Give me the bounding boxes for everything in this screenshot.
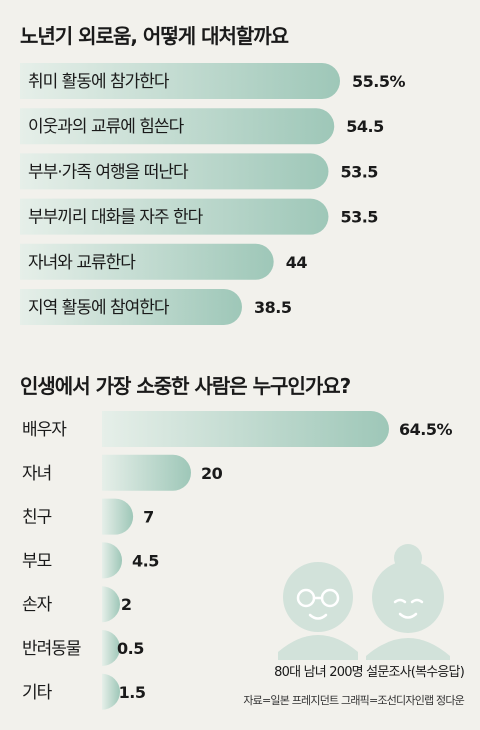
value-label: 38.5 (254, 298, 292, 317)
value-label: 53.5 (340, 208, 378, 227)
bar (20, 153, 329, 190)
chart2-title: 인생에서 가장 소중한 사람은 누구인가요? (20, 374, 351, 398)
category-label: 자녀와 교류한다 (28, 253, 136, 273)
bar (20, 108, 335, 145)
category-label: 배우자 (22, 420, 67, 440)
value-label: 7 (143, 508, 154, 527)
bar (102, 630, 120, 666)
category-label: 부부·가족 여행을 떠난다 (28, 162, 189, 182)
bar (20, 63, 340, 99)
bar (20, 243, 274, 280)
value-label: 0.5 (117, 639, 144, 658)
value-label: 1.5 (119, 683, 146, 702)
value-label: 53.5 (340, 162, 378, 181)
survey-note: 80대 남녀 200명 설문조사(복수응답) (274, 665, 465, 680)
category-label: 기타 (22, 683, 53, 703)
value-label: 4.5 (132, 551, 159, 570)
bar (102, 542, 123, 579)
elderly-couple-icon (278, 544, 450, 660)
category-label: 취미 활동에 참가한다 (28, 72, 170, 92)
bar (20, 289, 242, 325)
category-label: 지역 활동에 참여한다 (28, 298, 170, 318)
chart1-title: 노년기 외로움, 어떻게 대처할까요 (20, 24, 289, 48)
bar (102, 498, 134, 535)
bar (20, 198, 329, 235)
category-label: 자녀 (22, 464, 51, 484)
category-label: 친구 (22, 508, 52, 528)
bar (102, 411, 389, 447)
category-label: 손자 (22, 595, 53, 615)
bar (102, 673, 120, 710)
value-label: 44 (286, 253, 308, 272)
value-label: 20 (201, 464, 223, 483)
category-label: 이웃과의 교류에 힘쓴다 (28, 117, 185, 137)
bar (102, 586, 120, 623)
chart2-bars: 배우자 64.5% 자녀 20 친구 7 부모 4.5 손자 2 반려동물 0.5 기타 1.5 (22, 411, 453, 710)
category-label: 부부끼리 대화를 자주 한다 (28, 208, 204, 228)
value-label: 54.5 (346, 117, 384, 136)
source-credit: 자료=일본 프레지던트 그래픽=조선디자인랩 정다운 (243, 694, 464, 707)
value-label: 55.5% (352, 72, 405, 91)
chart1-bars: 취미 활동에 참가한다 55.5% 이웃과의 교류에 힘쓴다 54.5 부부·가족 여행… (20, 63, 406, 325)
category-label: 부모 (22, 551, 52, 571)
value-label: 64.5% (399, 420, 452, 439)
category-label: 반려동물 (22, 639, 81, 659)
value-label: 2 (121, 595, 132, 614)
bar (102, 454, 191, 491)
